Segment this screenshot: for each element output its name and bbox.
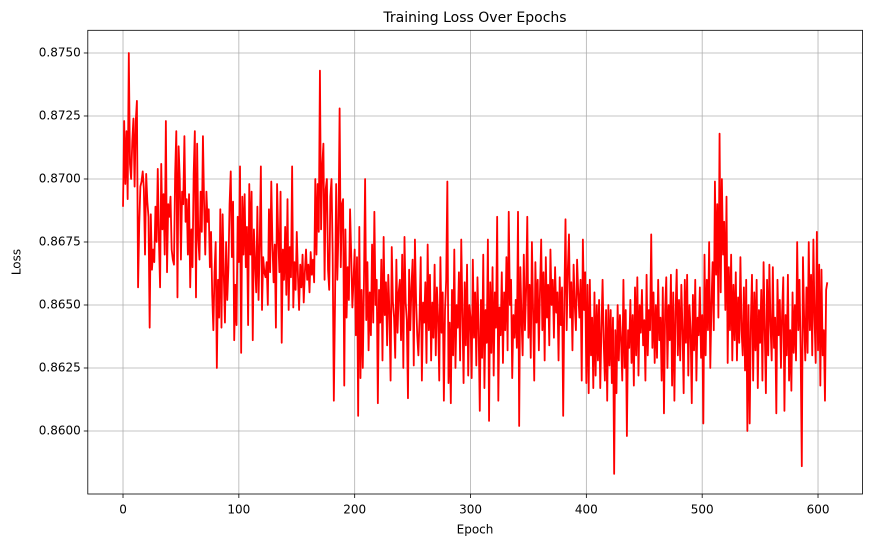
- x-tick-label: 600: [807, 503, 830, 517]
- plot-frame: [87, 29, 863, 495]
- x-tick-label: 0: [119, 503, 127, 517]
- loss-line: [122, 52, 829, 475]
- y-tick-label: 0.8675: [39, 234, 81, 248]
- y-tick-label: 0.8650: [39, 297, 81, 311]
- x-tick-label: 400: [575, 503, 598, 517]
- x-tick-label: 200: [343, 503, 366, 517]
- y-axis-label: Loss: [10, 249, 24, 275]
- y-tick-label: 0.8600: [39, 423, 81, 437]
- x-axis-label: Epoch: [457, 523, 494, 537]
- x-tick-label: 100: [227, 503, 250, 517]
- y-tick-label: 0.8725: [39, 108, 81, 122]
- y-tick-label: 0.8625: [39, 360, 81, 374]
- y-tick-label: 0.8750: [39, 45, 81, 59]
- chart-title: Training Loss Over Epochs: [382, 10, 566, 26]
- y-tick-label: 0.8700: [39, 171, 81, 185]
- x-tick-label: 300: [459, 503, 482, 517]
- x-tick-label: 500: [691, 503, 714, 517]
